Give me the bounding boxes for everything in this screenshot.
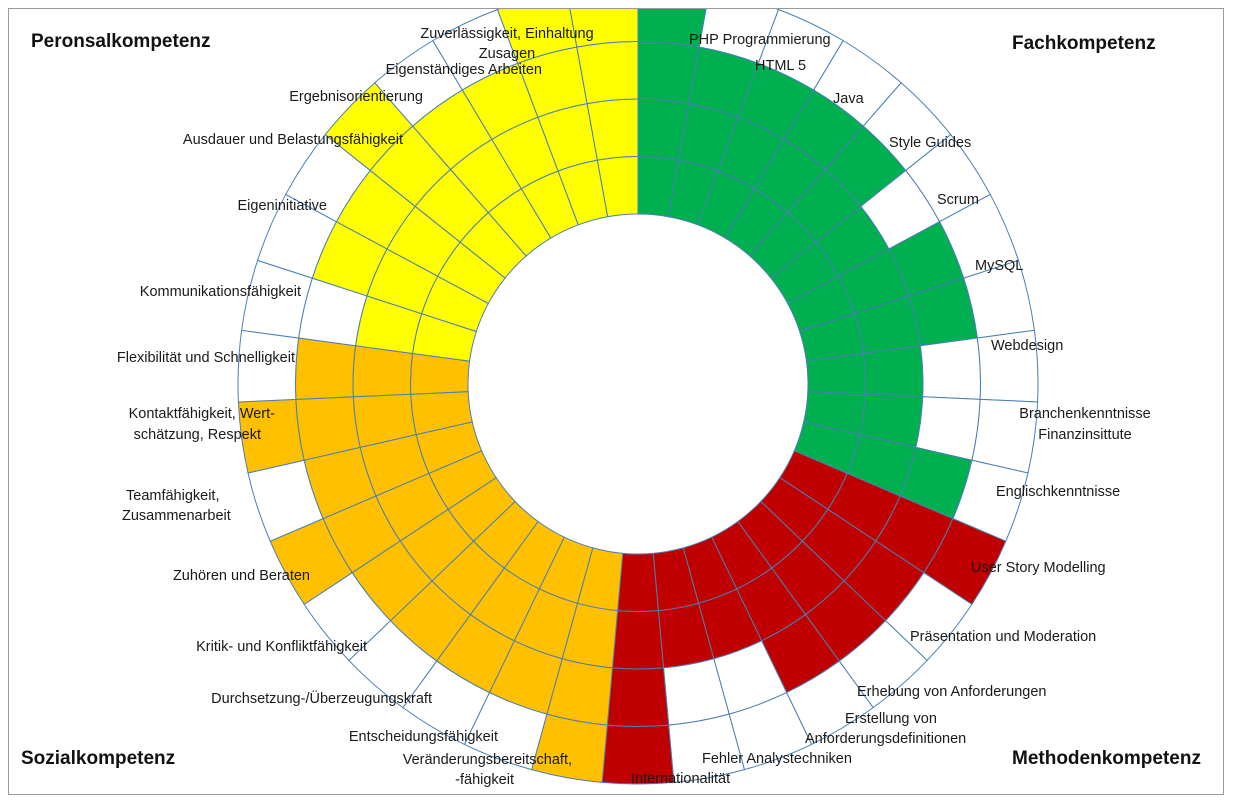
ring-segment-0-8-level-1 <box>805 352 866 395</box>
skill-label-16: Internationalität <box>631 771 730 787</box>
skill-label-13: Erstellung von <box>845 711 937 727</box>
skill-label-33: Zuverlässigkeit, Einhaltung <box>420 26 593 42</box>
skill-label-20: Durchsetzung-/Überzeugungskraft <box>211 689 432 707</box>
corner-title-methoden: Methodenkompetenz <box>1012 748 1201 769</box>
ring-segment-2-8-level-4 <box>237 329 300 403</box>
skill-label-23: Teamfähigkeit, <box>126 488 220 504</box>
skill-label-22: Zuhören und Beraten <box>173 568 310 584</box>
skill-label-5: MySQL <box>975 258 1023 274</box>
ring-segment-1-6-level-1 <box>617 552 659 612</box>
skill-label-7: Branchenkenntnisse <box>1019 406 1150 422</box>
skill-label-24: Zusammenarbeit <box>122 508 231 524</box>
skill-labels: PHP Programmierung HTML 5 Java Style Guides… <box>117 26 1151 788</box>
corner-title-fach: Fachkompetenz <box>1012 33 1156 54</box>
skill-label-17: Veränderungsbereitschaft, <box>403 752 572 768</box>
ring-segments <box>237 9 1039 785</box>
skill-label-3: Style Guides <box>889 135 971 151</box>
skill-label-1: HTML 5 <box>755 58 806 74</box>
skill-label-6: Webdesign <box>991 338 1063 354</box>
skill-label-26: schätzung, Respekt <box>134 427 261 443</box>
ring-segment-2-8-level-3 <box>294 337 357 400</box>
skill-label-27: Flexibilität und Schnelligkeit <box>117 350 295 366</box>
skill-label-0: PHP Programmierung <box>689 32 831 48</box>
competency-radial-chart: PHP Programmierung HTML 5 Java Style Guides… <box>21 9 1201 788</box>
skill-label-28: Kommunikationsfähigkeit <box>140 284 301 300</box>
ring-segment-1-6-level-3 <box>606 667 670 727</box>
skill-label-14: Anforderungsdefinitionen <box>805 731 966 747</box>
skill-label-10: User Story Modelling <box>971 560 1106 576</box>
ring-segment-0-8-level-2 <box>862 345 924 398</box>
skill-label-8: Finanzinsittute <box>1038 427 1132 443</box>
ring-segment-0-8-level-3 <box>919 337 982 400</box>
ring-segment-1-6-level-2 <box>611 610 665 670</box>
skill-label-31: Ergebnisorientierung <box>289 89 423 105</box>
skill-label-21: Kritik- und Konfliktfähigkeit <box>196 639 367 655</box>
skill-label-34: Zusagen <box>479 46 535 62</box>
skill-label-30: Ausdauer und Belastungsfähigkeit <box>183 132 403 148</box>
skill-label-11: Präsentation und Moderation <box>910 629 1096 645</box>
skill-label-12: Erhebung von Anforderungen <box>857 684 1046 700</box>
corner-title-sozial: Sozialkompetenz <box>21 748 175 769</box>
ring-segment-3-7-level-4 <box>569 9 639 48</box>
skill-label-32: Eigenständiges Arbeiten <box>386 62 542 78</box>
ring-segment-3-7-level-3 <box>576 40 639 105</box>
ring-segment-0-0-level-3 <box>637 40 700 105</box>
skill-label-2: Java <box>833 91 865 107</box>
skill-label-25: Kontaktfähigkeit, Wert- <box>129 406 276 422</box>
skill-label-4: Scrum <box>937 192 979 208</box>
skill-label-29: Eigeninitiative <box>238 198 327 214</box>
skill-label-18: -fähigkeit <box>455 772 514 788</box>
skill-label-19: Entscheidungsfähigkeit <box>349 729 498 745</box>
corner-title-personal: Peronsalkompetenz <box>31 31 211 52</box>
skill-label-15: Fehler Analystechniken <box>702 751 852 767</box>
ring-segment-2-8-level-2 <box>352 345 414 398</box>
skill-label-9: Englischkenntnisse <box>996 484 1120 500</box>
chart-frame: PHP Programmierung HTML 5 Java Style Guides… <box>8 8 1224 795</box>
